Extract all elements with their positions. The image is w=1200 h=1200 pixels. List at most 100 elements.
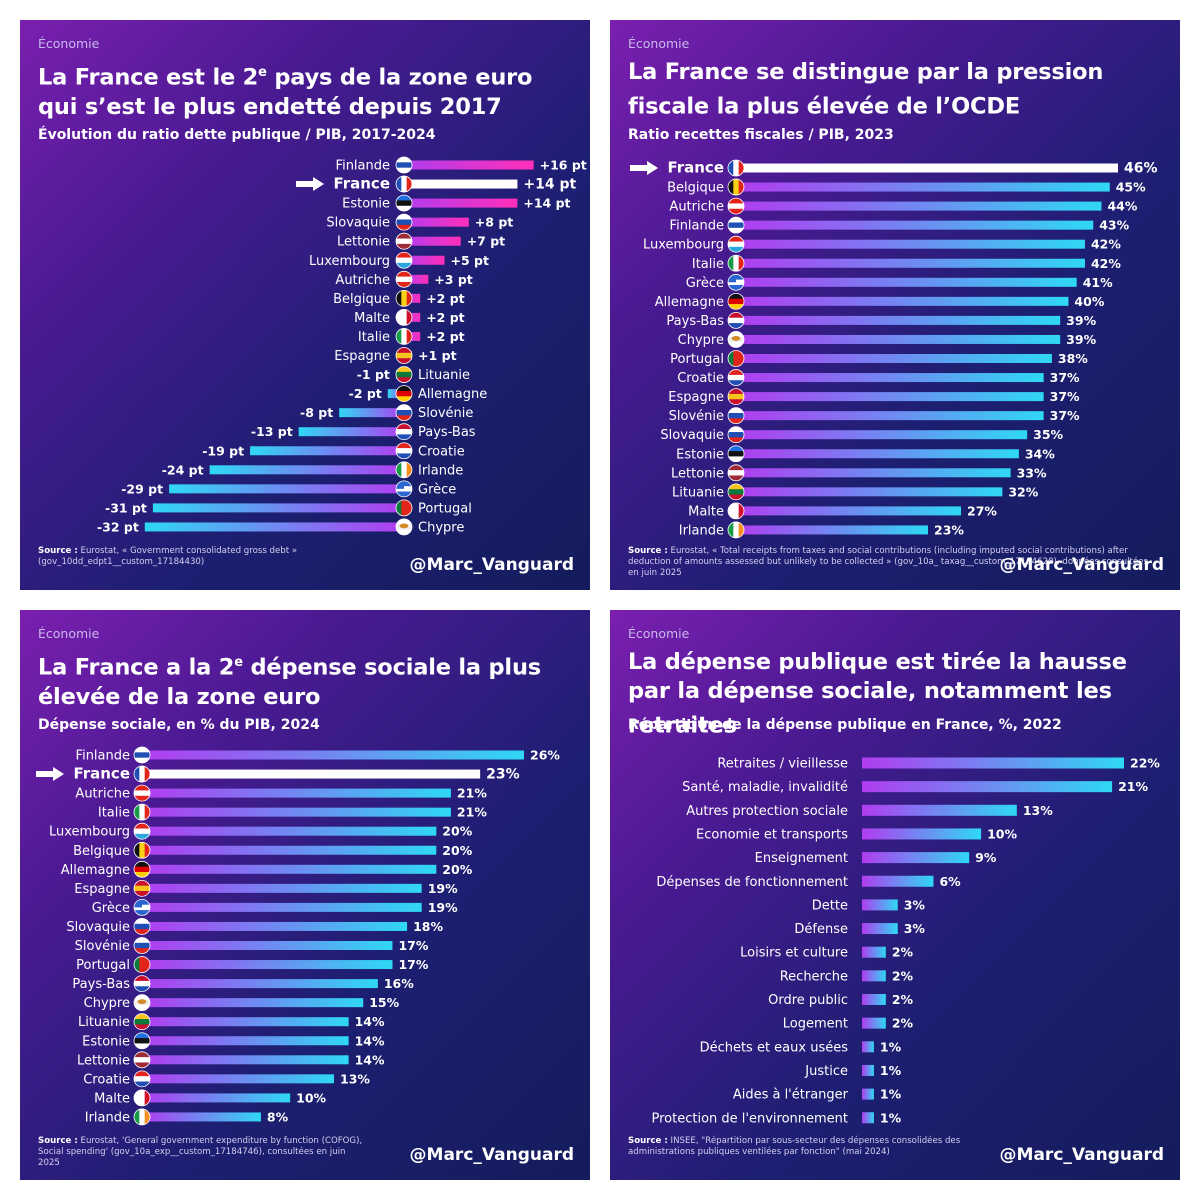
flag-icon: [133, 975, 151, 993]
category-label: Recherche: [780, 969, 848, 984]
value-label: 38%: [1058, 351, 1088, 366]
value-label: 14%: [355, 1033, 385, 1048]
bar: [144, 960, 393, 970]
value-label: 37%: [1050, 389, 1080, 404]
bar: [144, 1036, 349, 1046]
category-label: Malte: [94, 1091, 130, 1106]
bar: [144, 864, 437, 874]
flag-icon: [395, 328, 413, 345]
flag-icon: [395, 347, 413, 364]
source-label: Source :: [628, 1136, 668, 1146]
value-label: 21%: [1118, 779, 1148, 794]
bar: [738, 163, 1118, 173]
flag-icon: [395, 194, 413, 212]
bar: [404, 198, 518, 208]
chart-subtitle: Dépense sociale, en % du PIB, 2024: [38, 717, 320, 733]
bar: [862, 899, 898, 911]
flag-icon: [727, 311, 745, 329]
bar: [144, 902, 422, 912]
category-label: Estonie: [82, 1034, 130, 1049]
category-label: Défense: [794, 922, 848, 937]
bar: [144, 750, 524, 760]
source-note: Source : Eurostat, 'General government e…: [38, 1136, 368, 1169]
value-label: 13%: [1023, 803, 1053, 818]
bar: [738, 334, 1061, 344]
category-label: Dette: [812, 898, 848, 913]
panel-tax-revenue: Économie La France se distingue par la p…: [610, 20, 1180, 590]
bar: [144, 845, 437, 855]
category-label: Pays-Bas: [72, 977, 130, 992]
source-text: Eurostat, 'General government expenditur…: [38, 1136, 363, 1168]
bar: [144, 826, 437, 836]
value-label: 14%: [355, 1052, 385, 1067]
value-label: 1%: [880, 1039, 902, 1054]
value-label: 1%: [880, 1063, 902, 1078]
category-label: Économie: [628, 36, 690, 51]
value-label: 2%: [892, 992, 914, 1007]
value-label: 20%: [442, 843, 472, 858]
category-label: Luxembourg: [643, 238, 724, 253]
category-label: Aides à l'étranger: [733, 1088, 849, 1103]
category-label: Finlande: [336, 159, 390, 174]
bar: [404, 179, 518, 189]
category-label: Allemagne: [418, 387, 487, 402]
bar: [144, 522, 405, 532]
flag-icon: [133, 1032, 151, 1050]
public-spending-chart: Retraites / vieillesse 22% Santé, maladie,…: [652, 756, 1161, 1127]
category-label: Finlande: [76, 749, 130, 764]
value-label: 19%: [428, 900, 458, 915]
highlight-arrow-icon: [630, 161, 658, 175]
value-label: 37%: [1050, 370, 1080, 385]
category-label: Slovénie: [418, 406, 473, 421]
category-label: Portugal: [418, 501, 472, 516]
chart-subtitle: Évolution du ratio dette publique / PIB,…: [38, 127, 436, 143]
social-spending-chart: Finlande 26% France 23% Autriche 21% Italie 21%…: [36, 746, 560, 1125]
flag-icon: [133, 803, 151, 821]
value-label: 37%: [1050, 408, 1080, 423]
flag-icon: [395, 442, 413, 460]
flag-icon: [727, 178, 745, 196]
value-label: +2 pt: [426, 291, 464, 306]
category-label: Lettonie: [337, 235, 390, 250]
flag-icon: [727, 216, 745, 234]
flag-icon: [133, 898, 151, 916]
bar: [862, 757, 1124, 769]
bar: [862, 994, 886, 1005]
bar: [862, 946, 886, 958]
flag-icon: [727, 483, 745, 501]
bar: [169, 484, 404, 494]
highlight-arrow-icon: [296, 177, 324, 192]
value-label: 10%: [987, 826, 1017, 841]
bar: [144, 1074, 334, 1084]
flag-icon: [395, 366, 413, 383]
category-label: Slovaquie: [66, 920, 130, 935]
category-label: Loisirs et culture: [740, 946, 848, 961]
source-label: Source :: [628, 546, 668, 556]
category-label: Slovaquie: [326, 216, 390, 231]
flag-icon: [395, 385, 413, 403]
value-label: 42%: [1091, 256, 1121, 271]
bar: [862, 1064, 874, 1076]
value-label: +2 pt: [426, 329, 464, 344]
author-handle: @Marc_Vanguard: [409, 1145, 574, 1165]
bar: [738, 239, 1085, 249]
category-label: Autriche: [335, 273, 390, 288]
bar: [862, 923, 898, 935]
value-label: -31 pt: [105, 500, 147, 515]
bar: [738, 296, 1069, 306]
value-label: 21%: [457, 786, 487, 801]
category-label: Lituanie: [418, 368, 470, 383]
bar: [862, 875, 934, 887]
source-label: Source :: [38, 546, 78, 556]
value-label: 21%: [457, 805, 487, 820]
category-label: Lettonie: [77, 1053, 130, 1068]
flag-icon: [395, 232, 413, 250]
value-label: 1%: [880, 1110, 902, 1125]
title-part-2: dépense sociale la plus élevée de la zon…: [38, 654, 541, 710]
flag-icon: [727, 350, 745, 367]
value-label: 8%: [267, 1109, 289, 1124]
flag-icon: [727, 369, 745, 386]
bar: [144, 807, 451, 817]
bar: [144, 941, 393, 950]
source-label: Source :: [38, 1136, 78, 1146]
